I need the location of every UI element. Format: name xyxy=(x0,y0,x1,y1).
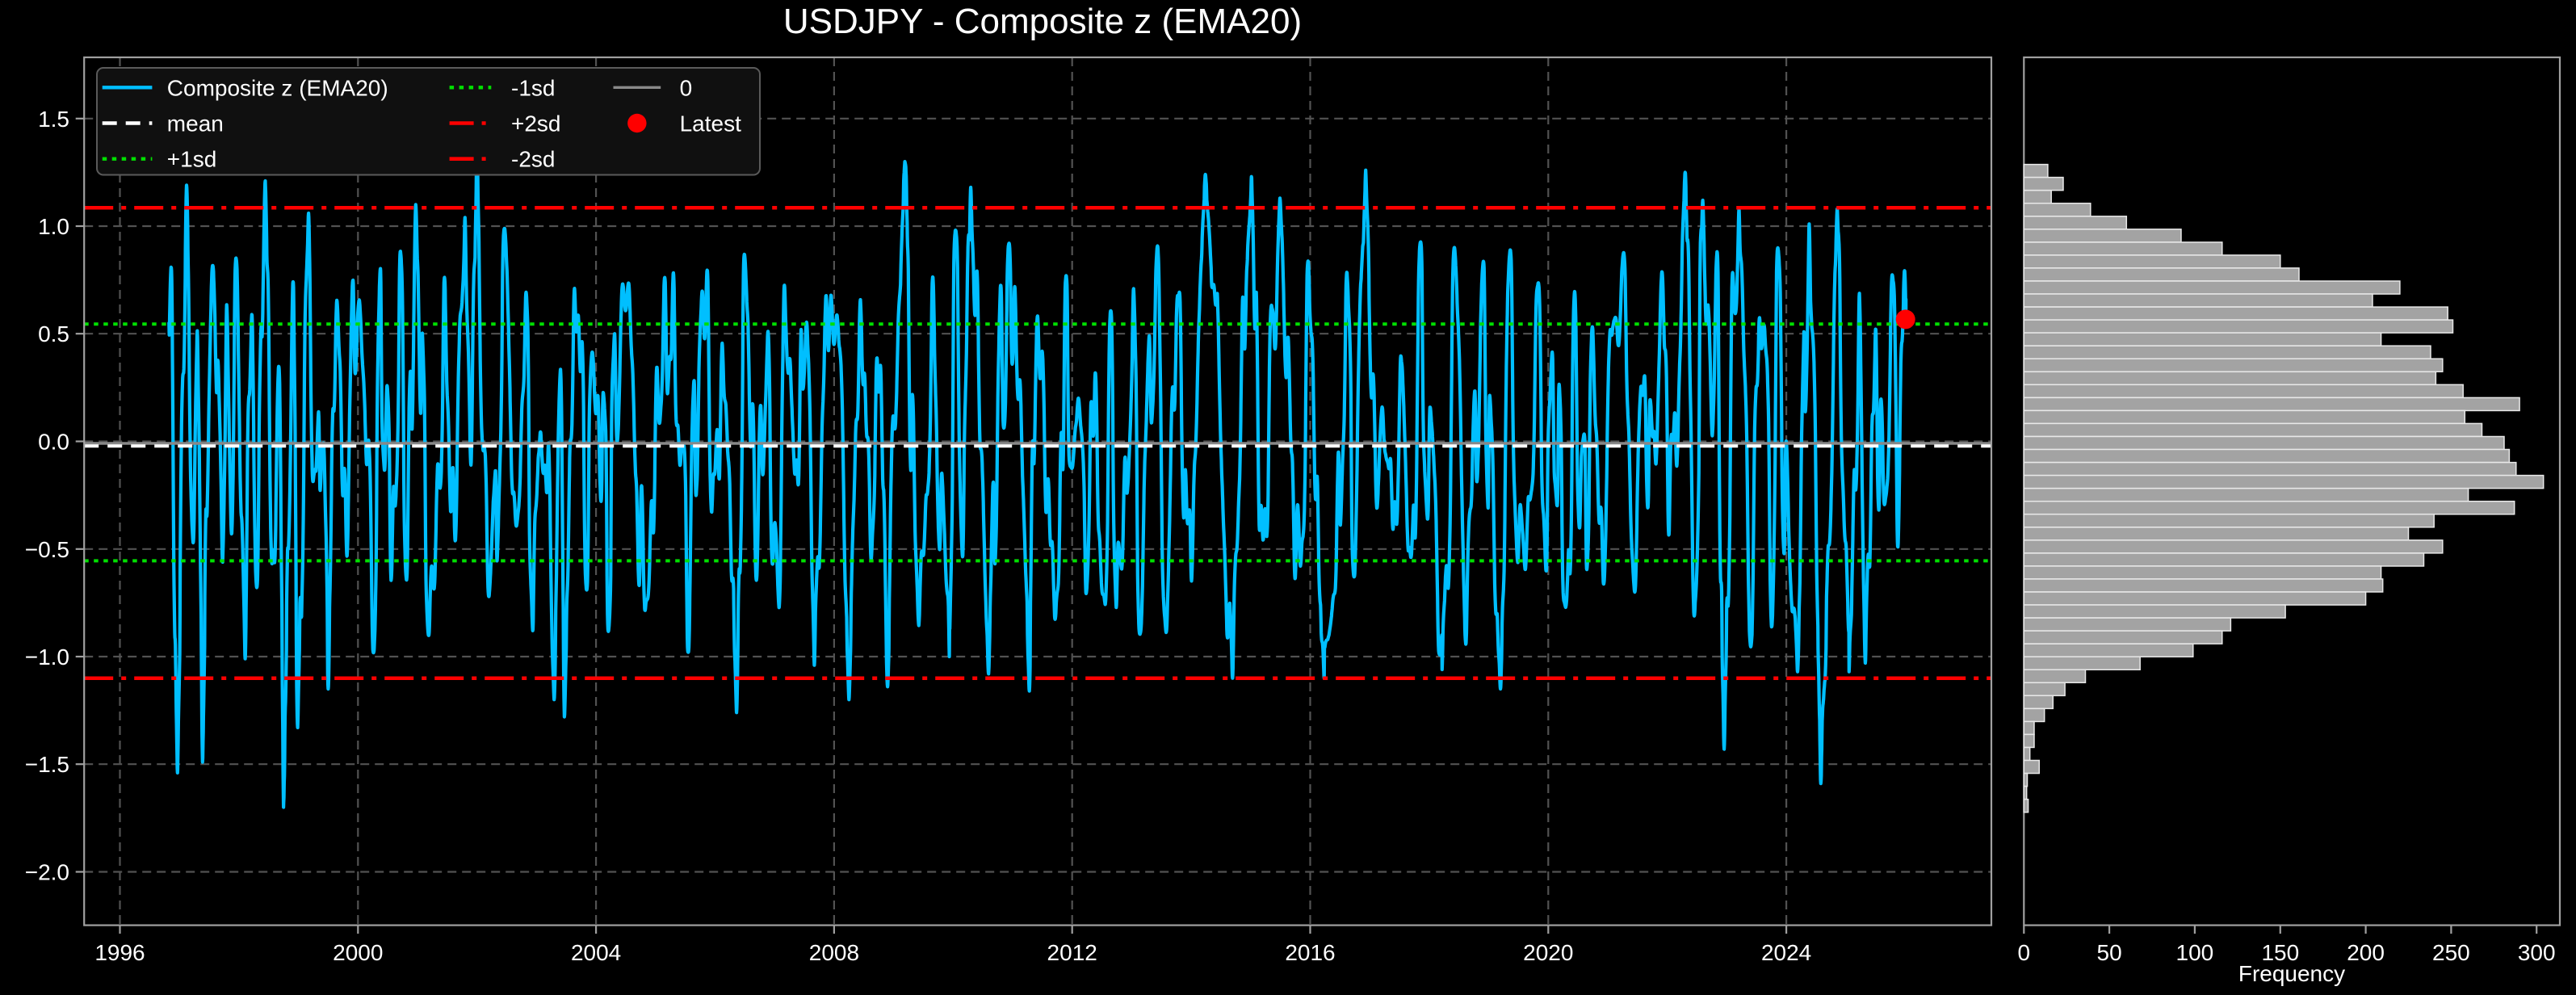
svg-text:2016: 2016 xyxy=(1285,940,1335,965)
svg-text:+2sd: +2sd xyxy=(511,111,561,136)
svg-text:300: 300 xyxy=(2518,940,2556,965)
svg-text:2004: 2004 xyxy=(571,940,621,965)
svg-text:2024: 2024 xyxy=(1761,940,1811,965)
svg-text:200: 200 xyxy=(2347,940,2385,965)
svg-text:0: 0 xyxy=(680,75,693,100)
svg-text:100: 100 xyxy=(2176,940,2214,965)
svg-text:mean: mean xyxy=(167,111,224,136)
svg-text:1.0: 1.0 xyxy=(38,214,69,239)
svg-text:Composite z (EMA20): Composite z (EMA20) xyxy=(167,75,388,100)
svg-text:-2sd: -2sd xyxy=(511,147,555,172)
svg-text:1.5: 1.5 xyxy=(38,107,69,132)
svg-text:250: 250 xyxy=(2432,940,2470,965)
svg-text:-1sd: -1sd xyxy=(511,75,555,100)
svg-text:2020: 2020 xyxy=(1523,940,1573,965)
svg-text:−2.0: −2.0 xyxy=(25,860,69,885)
svg-text:2000: 2000 xyxy=(333,940,383,965)
svg-text:−0.5: −0.5 xyxy=(25,537,69,562)
svg-text:50: 50 xyxy=(2097,940,2122,965)
svg-text:2012: 2012 xyxy=(1047,940,1097,965)
svg-text:1996: 1996 xyxy=(94,940,145,965)
svg-text:USDJPY - Composite z (EMA20): USDJPY - Composite z (EMA20) xyxy=(783,2,1302,41)
svg-text:Frequency: Frequency xyxy=(2238,961,2345,986)
svg-text:−1.5: −1.5 xyxy=(25,752,69,777)
svg-text:Latest: Latest xyxy=(680,111,741,136)
svg-text:2008: 2008 xyxy=(809,940,859,965)
svg-text:150: 150 xyxy=(2261,940,2299,965)
svg-text:0.5: 0.5 xyxy=(38,321,69,346)
svg-text:+1sd: +1sd xyxy=(167,147,216,172)
svg-text:0: 0 xyxy=(2018,940,2031,965)
svg-text:0.0: 0.0 xyxy=(38,430,69,455)
svg-text:−1.0: −1.0 xyxy=(25,644,69,670)
